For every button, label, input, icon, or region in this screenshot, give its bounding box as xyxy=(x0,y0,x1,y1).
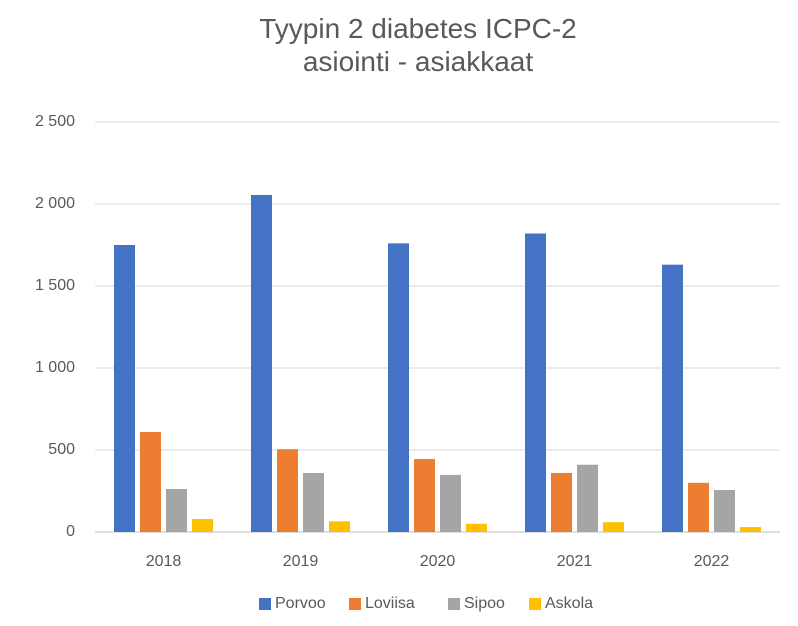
x-tick-label: 2018 xyxy=(146,553,182,570)
x-tick-label: 2022 xyxy=(694,553,730,570)
bar xyxy=(662,264,683,532)
bar xyxy=(277,449,298,532)
bar xyxy=(192,519,213,532)
bar xyxy=(388,243,409,533)
bar xyxy=(440,474,461,532)
bar xyxy=(714,490,735,532)
legend-label: Askola xyxy=(545,595,593,612)
bar xyxy=(114,245,135,532)
y-tick-label: 2 500 xyxy=(35,113,75,130)
y-tick-label: 1 500 xyxy=(35,277,75,294)
x-tick-label: 2021 xyxy=(557,553,593,570)
bar xyxy=(577,464,598,532)
legend-swatch xyxy=(448,598,460,610)
legend-label: Loviisa xyxy=(365,595,415,612)
legend-swatch xyxy=(259,598,271,610)
legend-swatch xyxy=(529,598,541,610)
x-tick-label: 2020 xyxy=(420,553,456,570)
y-tick-label: 0 xyxy=(66,523,75,540)
bar xyxy=(466,523,487,532)
bar xyxy=(414,459,435,532)
y-tick-label: 500 xyxy=(48,441,75,458)
bar xyxy=(525,233,546,532)
legend-swatch xyxy=(349,598,361,610)
bar xyxy=(166,489,187,532)
bar xyxy=(603,522,624,532)
bar xyxy=(251,194,272,533)
y-tick-label: 2 000 xyxy=(35,195,75,212)
chart-title: Tyypin 2 diabetes ICPC-2 asiointi - asia… xyxy=(259,13,577,77)
bar xyxy=(740,527,761,532)
y-tick-label: 1 000 xyxy=(35,359,75,376)
bar xyxy=(688,482,709,532)
x-tick-label: 2019 xyxy=(283,553,319,570)
bar xyxy=(303,472,324,532)
bar xyxy=(551,472,572,532)
legend-label: Porvoo xyxy=(275,595,326,612)
legend-label: Sipoo xyxy=(464,595,505,612)
bar xyxy=(140,431,161,532)
bar xyxy=(329,521,350,532)
